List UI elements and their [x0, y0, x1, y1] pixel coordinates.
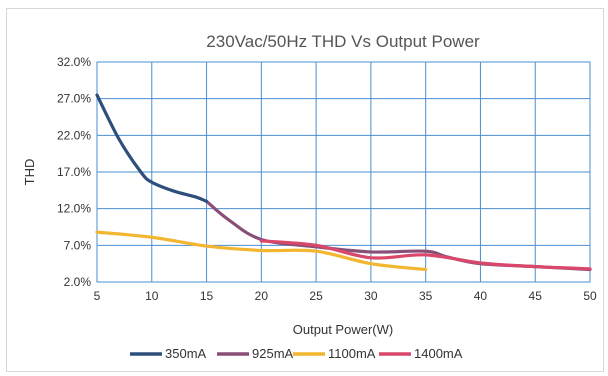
legend: 350mA 925mA 1100mA 1400mA [130, 346, 463, 361]
y-tick-label: 27.0% [57, 92, 91, 106]
legend-label: 1100mA [328, 346, 376, 361]
x-tick-label: 30 [364, 289, 378, 303]
x-tick-label: 35 [419, 289, 433, 303]
series-lines [95, 93, 592, 272]
y-tick-label: 22.0% [57, 128, 91, 142]
legend-label: 350mA [165, 346, 207, 361]
y-tick-label: 7.0% [64, 238, 92, 252]
series-line-1400mA [259, 239, 592, 271]
series-line-1100mA [95, 230, 428, 272]
chart-title: 230Vac/50Hz THD Vs Output Power [206, 32, 480, 51]
x-tick-label: 45 [529, 289, 543, 303]
y-axis-label: THD [22, 159, 37, 186]
x-tick-label: 15 [200, 289, 214, 303]
y-tick-label: 17.0% [57, 165, 91, 179]
legend-label: 1400mA [414, 346, 463, 361]
series-line-350mA [95, 93, 209, 203]
y-tick-label: 2.0% [64, 275, 92, 289]
x-axis-label: Output Power(W) [293, 322, 393, 337]
y-tick-label: 12.0% [57, 202, 91, 216]
x-tick-label: 50 [583, 289, 597, 303]
grid [96, 61, 591, 283]
x-axis-ticks: 5 10 15 20 25 30 35 40 45 50 [94, 289, 597, 303]
x-tick-label: 5 [94, 289, 101, 303]
x-tick-label: 25 [309, 289, 323, 303]
y-axis-ticks: 32.0% 27.0% 22.0% 17.0% 12.0% 7.0% 2.0% [57, 55, 91, 289]
x-tick-label: 40 [474, 289, 488, 303]
y-tick-label: 32.0% [57, 55, 91, 69]
legend-label: 925mA [252, 346, 294, 361]
x-tick-label: 20 [255, 289, 269, 303]
x-tick-label: 10 [145, 289, 159, 303]
